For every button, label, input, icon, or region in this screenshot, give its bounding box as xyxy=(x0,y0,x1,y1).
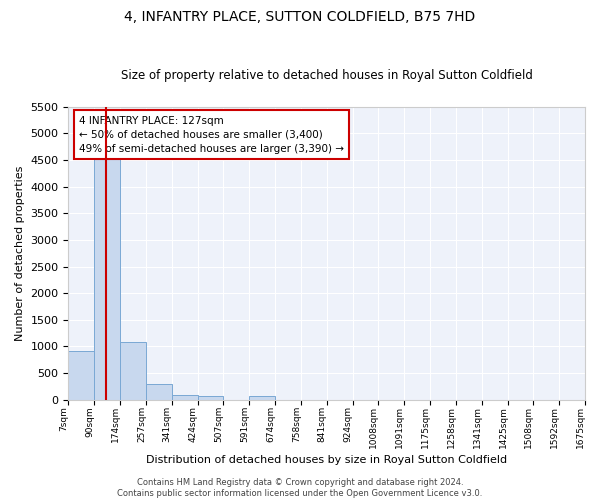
Text: 4 INFANTRY PLACE: 127sqm
← 50% of detached houses are smaller (3,400)
49% of sem: 4 INFANTRY PLACE: 127sqm ← 50% of detach… xyxy=(79,116,344,154)
Bar xyxy=(120,342,146,400)
Bar xyxy=(172,395,197,400)
Bar xyxy=(249,396,275,400)
Bar xyxy=(94,157,120,400)
Bar xyxy=(146,384,172,400)
Bar xyxy=(68,350,94,400)
Title: Size of property relative to detached houses in Royal Sutton Coldfield: Size of property relative to detached ho… xyxy=(121,69,533,82)
Y-axis label: Number of detached properties: Number of detached properties xyxy=(15,166,25,341)
Text: 4, INFANTRY PLACE, SUTTON COLDFIELD, B75 7HD: 4, INFANTRY PLACE, SUTTON COLDFIELD, B75… xyxy=(124,10,476,24)
Bar xyxy=(197,396,223,400)
Text: Contains HM Land Registry data © Crown copyright and database right 2024.
Contai: Contains HM Land Registry data © Crown c… xyxy=(118,478,482,498)
X-axis label: Distribution of detached houses by size in Royal Sutton Coldfield: Distribution of detached houses by size … xyxy=(146,455,507,465)
